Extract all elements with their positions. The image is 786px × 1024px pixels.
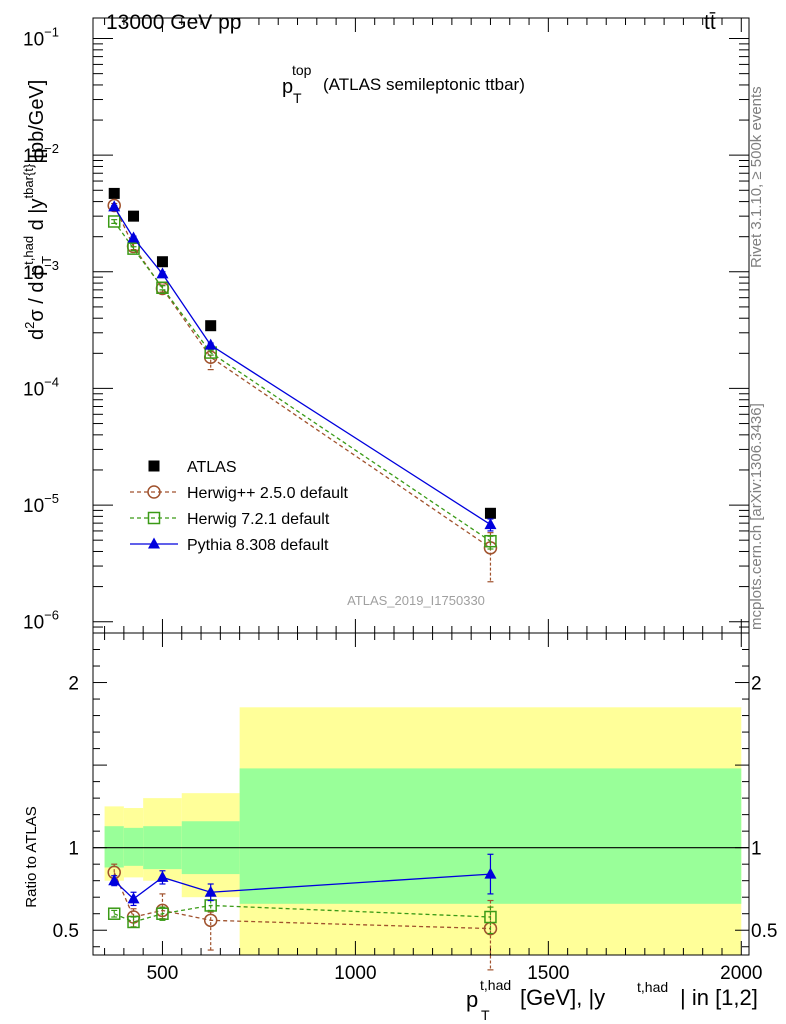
xlabel-rest2: | in [1,2]: [680, 985, 758, 1010]
main-ylabel: d2σ / d pt,had T d |ytbar{t}|[pb/GeV]: [21, 80, 54, 340]
xlabel-sup: t,had: [480, 977, 511, 993]
main-ylabel-text: d2σ / d pt,had T d |ytbar{t}|[pb/GeV]: [21, 80, 54, 340]
main-frame: [92, 17, 750, 634]
y-tick-label: 10−2: [23, 141, 59, 167]
plot-title-sub: T: [293, 90, 302, 106]
plot-title-var: p: [282, 76, 293, 98]
main-pythia-point-4: [484, 518, 497, 530]
ratio-herwig7-point-2: [156, 907, 169, 920]
x-tick-label: 2000: [720, 963, 762, 984]
main-herwig7-line: [113, 221, 491, 542]
main-herwig7-point-0: [107, 215, 121, 228]
y-tick-label: 10−5: [23, 491, 59, 517]
y-tick-label: 10−4: [23, 374, 59, 400]
xlabel-rest1: [GeV], |y: [520, 985, 605, 1010]
ratio-y-tick-label-right: 1: [751, 839, 762, 860]
legend-label-atlas: ATLAS: [187, 459, 237, 476]
x-tick-label: 1000: [334, 963, 376, 984]
plot-title: p top T (ATLAS semileptonic ttbar): [282, 62, 525, 106]
rivet-label: Rivet 3.1.10, ≥ 500k events: [748, 86, 765, 268]
legend-label-pythia: Pythia 8.308 default: [187, 537, 329, 554]
x-tick-label: 1500: [527, 963, 569, 984]
main-pythia-point-3: [204, 338, 217, 350]
xlabel-var: p: [466, 987, 478, 1012]
ratio-panel: 500 1000 1500 2000 0.5 0.5 1 1 2 2: [53, 632, 777, 984]
main-herwig7-point-1: [127, 242, 140, 255]
y-tick-label: 10−6: [23, 608, 59, 634]
main-atlas-point-2: [156, 256, 168, 268]
legend-marker-pythia: [148, 537, 160, 549]
ratio-herwig7-point-4: [484, 910, 497, 924]
ratio-band-inner-1: [123, 827, 144, 866]
xlabel-sub: T: [481, 1007, 490, 1023]
main-pythia-point-1: [127, 231, 140, 243]
xaxis-label: p t,had T [GeV], |y t,had | in [1,2]: [466, 977, 758, 1023]
ratio-herwig7-point-0: [107, 907, 121, 920]
ratio-pythia-point-2: [156, 870, 169, 882]
main-atlas-point-1: [128, 210, 140, 222]
ratio-herwigpp-point-3: [203, 913, 218, 928]
legend-label-herwig7: Herwig 7.2.1 default: [187, 511, 330, 528]
mcplots-label: mcplots.cern.ch [arXiv:1306.3436]: [748, 403, 765, 630]
main-herwigpp-point-0: [107, 198, 121, 213]
ratio-ylabel: Ratio to ATLAS: [23, 806, 40, 907]
x-tick-label: 500: [147, 963, 179, 984]
y-tick-label: 10−1: [23, 25, 59, 51]
main-pythia-point-0: [108, 200, 121, 212]
legend-marker-herwig7: [147, 511, 161, 525]
main-herwigpp-line: [113, 205, 491, 549]
ratio-y-tick-label-right: 2: [751, 674, 762, 695]
ratio-band-inner-0: [104, 826, 124, 868]
ratio-y-tick-label: 0.5: [53, 921, 79, 942]
main-herwig7-point-2: [156, 281, 169, 294]
main-panel: 10−6 10−5 10−4 10−3 10−2 10−1: [23, 17, 750, 634]
legend-label-herwigpp: Herwig++ 2.5.0 default: [187, 485, 349, 502]
xlabel-sup2: t,had: [637, 979, 668, 995]
process-label: tt̄: [704, 11, 716, 34]
ratio-y-tick-label: 2: [68, 674, 79, 695]
ratio-pythia-point-4: [484, 867, 497, 879]
plot-title-text: (ATLAS semileptonic ttbar): [323, 75, 525, 94]
ratio-pythia-point-0: [108, 874, 121, 886]
main-atlas-point-4: [484, 507, 496, 519]
main-atlas-point-0: [108, 187, 120, 199]
main-atlas-point-3: [205, 320, 217, 332]
analysis-id: ATLAS_2019_I1750330: [347, 593, 485, 608]
main-pythia-point-2: [156, 267, 169, 279]
energy-label: 13000 GeV pp: [106, 11, 241, 34]
ratio-pythia-point-1: [127, 892, 140, 904]
main-herwig7-point-4: [484, 534, 497, 548]
legend-marker-herwigpp: [147, 485, 161, 499]
legend: ATLAS Herwig++ 2.5.0 default Herwig 7.2.1 …: [130, 459, 349, 554]
plot-title-sup: top: [292, 62, 312, 78]
ratio-y-tick-label: 1: [68, 839, 79, 860]
ratio-herwig7-point-1: [127, 915, 140, 929]
y-tick-label: 10−3: [23, 258, 59, 284]
main-pythia-line: [113, 206, 491, 526]
legend-marker-atlas: [148, 460, 160, 472]
ratio-y-tick-label-right: 0.5: [751, 921, 777, 942]
ratio-pythia-point-3: [204, 885, 217, 897]
